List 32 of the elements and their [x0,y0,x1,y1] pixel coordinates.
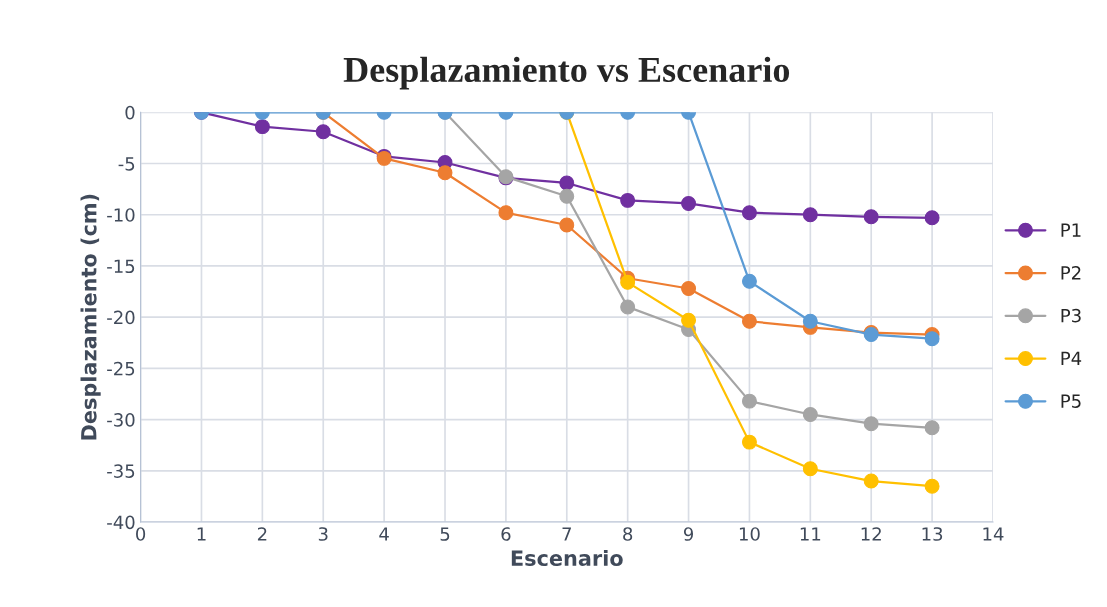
legend-label: P5 [1061,394,1081,408]
y-tick-label: 0 [125,105,135,120]
legend-label: P4 [1061,351,1082,365]
y-tick-label: -40 [107,515,135,530]
legend-label: P2 [1061,265,1081,280]
x-tick-label: 12 [861,527,881,541]
x-tick-label: 11 [800,527,821,541]
x-tick-label: 9 [683,527,694,541]
x-tick-label: 13 [922,527,943,541]
x-tick-label: 8 [623,527,633,541]
y-axis-title: Desplazamiento (cm) [80,194,101,440]
x-axis-title: Escenario [511,549,623,567]
chart-title: Desplazamiento vs Escenario [343,56,790,90]
legend-label: P3 [1061,308,1081,323]
x-tick-label: 2 [257,527,267,541]
y-tick-label: -25 [107,361,135,376]
x-tick-label: 3 [318,527,328,541]
y-tick-label: -5 [118,157,135,171]
y-tick-label: -30 [107,413,135,427]
y-tick-label: -10 [107,208,135,222]
x-tick-label: 1 [197,527,206,541]
x-tick-label: 0 [136,527,146,541]
y-tick-label: -20 [107,310,135,325]
y-tick-label: -15 [107,259,135,274]
x-tick-label: 5 [440,527,450,541]
legend-label: P1 [1061,223,1081,237]
y-tick-label: -35 [107,464,135,478]
x-tick-label: 6 [501,527,511,541]
x-tick-label: 10 [739,527,760,541]
x-tick-label: 7 [562,527,571,541]
x-tick-label: 4 [379,527,389,541]
x-tick-label: 14 [983,527,1004,541]
